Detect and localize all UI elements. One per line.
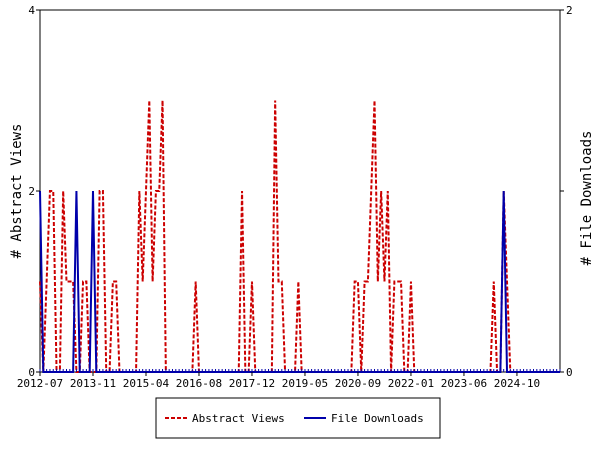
x-tick-label: 2022-01 xyxy=(388,377,434,390)
y-axis-left-title: # Abstract Views xyxy=(9,124,25,259)
x-tick-label: 2017-12 xyxy=(229,377,275,390)
legend-label-file-downloads: File Downloads xyxy=(331,412,424,425)
x-axis: 2012-07 2013-11 2015-04 2016-08 2017-12 2019-… xyxy=(17,369,561,390)
x-tick-label: 2016-08 xyxy=(176,377,222,390)
y-axis-left: 0 2 4 xyxy=(28,4,40,379)
y-left-tick-label: 0 xyxy=(28,366,35,379)
series-line-file-downloads xyxy=(39,190,560,373)
legend: Abstract Views File Downloads xyxy=(155,397,441,439)
y-right-tick-label: 0 xyxy=(566,366,573,379)
legend-label-abstract-views: Abstract Views xyxy=(192,412,285,425)
x-tick-label: 2020-09 xyxy=(335,377,381,390)
x-tick-label: 2024-10 xyxy=(494,377,540,390)
y-axis-right-title: # File Downloads xyxy=(579,131,595,266)
legend-box xyxy=(155,397,441,439)
series-layer xyxy=(39,100,560,373)
x-tick-label: 2013-11 xyxy=(70,377,116,390)
x-tick-label: 2023-06 xyxy=(441,377,487,390)
y-axis-right: 02 xyxy=(560,4,573,379)
x-tick-label: 2015-04 xyxy=(123,377,170,390)
x-tick-label: 2012-07 xyxy=(17,377,63,390)
plot-area: 2012-07 2013-11 2015-04 2016-08 2017-12 2019-… xyxy=(17,4,573,390)
x-tick-label: 2019-05 xyxy=(282,377,328,390)
y-left-tick-label: 2 xyxy=(28,185,35,198)
y-right-tick-label: 2 xyxy=(566,4,573,17)
y-left-tick-label: 4 xyxy=(28,4,35,17)
